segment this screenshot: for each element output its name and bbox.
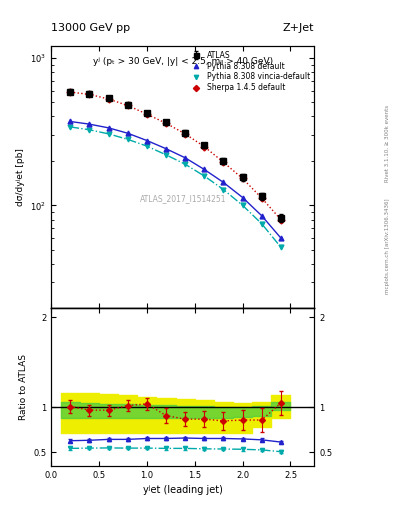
Text: Z+Jet: Z+Jet (283, 23, 314, 33)
Line: Sherpa 1.4.5 default: Sherpa 1.4.5 default (68, 90, 283, 222)
Y-axis label: dσ/dyʲet [pb]: dσ/dyʲet [pb] (16, 148, 25, 206)
Pythia 8.308 vincia-default (145, 143, 149, 149)
Pythia 8.308 default (221, 179, 226, 185)
Pythia 8.308 vincia-default (279, 244, 283, 250)
Text: yʲ (pₜ > 30 GeV, |y| < 2.5, mₗₗ > 40 GeV): yʲ (pₜ > 30 GeV, |y| < 2.5, mₗₗ > 40 GeV… (93, 57, 273, 66)
Pythia 8.308 vincia-default (163, 152, 168, 158)
Pythia 8.308 default (125, 130, 130, 136)
Text: ATLAS_2017_I1514251: ATLAS_2017_I1514251 (140, 194, 226, 203)
X-axis label: yʲet (leading jet): yʲet (leading jet) (143, 485, 223, 495)
Sherpa 1.4.5 default (68, 89, 73, 95)
Pythia 8.308 default (145, 137, 149, 143)
Pythia 8.308 vincia-default (183, 161, 187, 167)
Sherpa 1.4.5 default (125, 102, 130, 109)
Y-axis label: Ratio to ATLAS: Ratio to ATLAS (18, 354, 28, 420)
Text: mcplots.cern.ch [arXiv:1306.3436]: mcplots.cern.ch [arXiv:1306.3436] (385, 198, 389, 293)
Sherpa 1.4.5 default (202, 143, 207, 150)
Line: Pythia 8.308 vincia-default: Pythia 8.308 vincia-default (68, 124, 283, 250)
Pythia 8.308 vincia-default (87, 127, 92, 133)
Pythia 8.308 default (163, 145, 168, 152)
Sherpa 1.4.5 default (106, 96, 111, 102)
Pythia 8.308 vincia-default (125, 136, 130, 142)
Pythia 8.308 vincia-default (221, 186, 226, 193)
Sherpa 1.4.5 default (279, 217, 283, 223)
Sherpa 1.4.5 default (221, 159, 226, 165)
Pythia 8.308 default (68, 118, 73, 124)
Pythia 8.308 default (106, 125, 111, 131)
Pythia 8.308 default (87, 121, 92, 127)
Sherpa 1.4.5 default (183, 131, 187, 137)
Text: 13000 GeV pp: 13000 GeV pp (51, 23, 130, 33)
Pythia 8.308 vincia-default (68, 124, 73, 130)
Text: Rivet 3.1.10, ≥ 300k events: Rivet 3.1.10, ≥ 300k events (385, 105, 389, 182)
Pythia 8.308 default (183, 155, 187, 161)
Sherpa 1.4.5 default (163, 120, 168, 126)
Pythia 8.308 default (240, 195, 245, 201)
Pythia 8.308 default (202, 166, 207, 173)
Sherpa 1.4.5 default (259, 195, 264, 201)
Pythia 8.308 vincia-default (240, 202, 245, 208)
Sherpa 1.4.5 default (240, 176, 245, 182)
Pythia 8.308 vincia-default (106, 131, 111, 137)
Pythia 8.308 vincia-default (259, 221, 264, 227)
Pythia 8.308 default (259, 212, 264, 219)
Line: Pythia 8.308 default: Pythia 8.308 default (68, 119, 283, 241)
Sherpa 1.4.5 default (87, 91, 92, 97)
Pythia 8.308 default (279, 235, 283, 241)
Sherpa 1.4.5 default (145, 111, 149, 117)
Pythia 8.308 vincia-default (202, 173, 207, 179)
Legend: ATLAS, Pythia 8.308 default, Pythia 8.308 vincia-default, Sherpa 1.4.5 default: ATLAS, Pythia 8.308 default, Pythia 8.30… (187, 50, 310, 93)
